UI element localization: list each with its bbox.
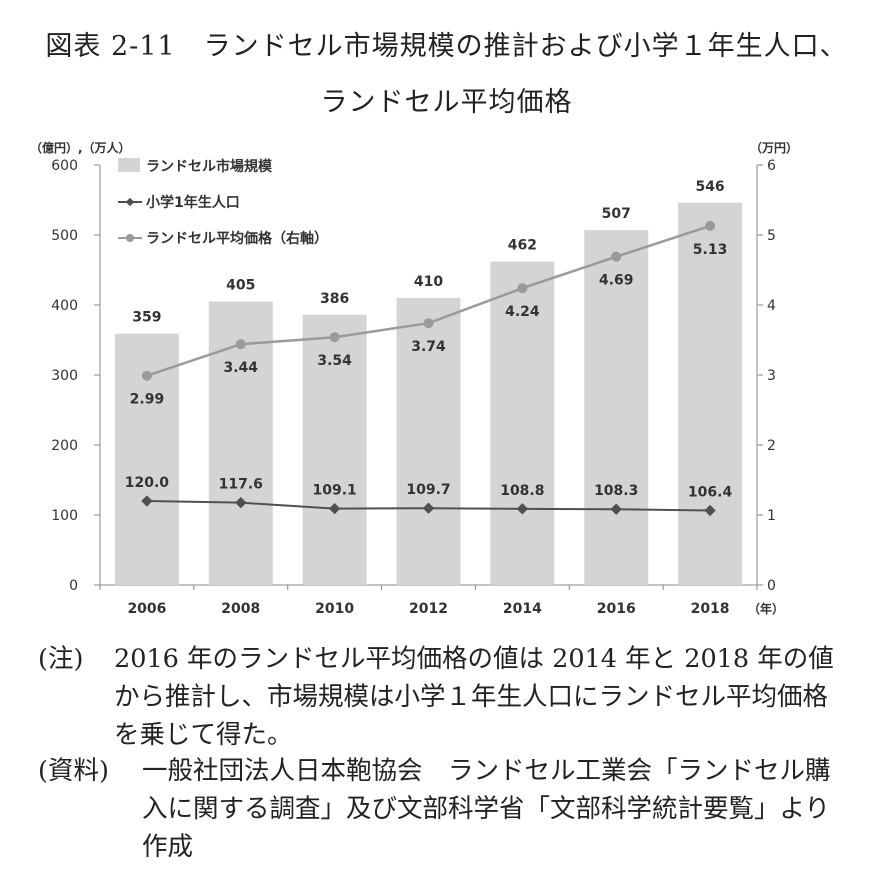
bar-market-size bbox=[302, 314, 367, 585]
price-data-label: 4.24 bbox=[505, 304, 540, 320]
x-tick-label: 2018 bbox=[691, 601, 730, 617]
note-block: (注) 2016 年のランドセル平均価格の値は 2014 年と 2018 年の値… bbox=[38, 640, 858, 760]
left-tick-label: 300 bbox=[51, 368, 78, 384]
x-axis-unit: （年） bbox=[748, 601, 784, 616]
left-tick-label: 600 bbox=[51, 158, 78, 174]
population-data-label: 117.6 bbox=[219, 477, 263, 493]
legend-marker-price bbox=[126, 234, 134, 242]
population-data-label: 108.3 bbox=[594, 483, 638, 499]
chart-title-line1: 図表 2-11 ランドセル市場規模の推計および小学１年生人口、 bbox=[45, 31, 848, 62]
x-tick-label: 2006 bbox=[127, 601, 166, 617]
x-tick-label: 2008 bbox=[221, 601, 260, 617]
population-point bbox=[516, 503, 529, 515]
x-tick-label: 2010 bbox=[315, 601, 354, 617]
population-data-label: 106.4 bbox=[688, 485, 733, 501]
x-tick-label: 2014 bbox=[503, 601, 542, 617]
population-point bbox=[704, 504, 716, 517]
price-point bbox=[329, 332, 340, 343]
bar-data-label: 546 bbox=[695, 179, 724, 195]
population-point bbox=[422, 502, 435, 514]
source-text: 一般社団法人日本鞄協会 ランドセル工業会「ランドセル購入に関する調査」及び文部科… bbox=[142, 756, 831, 862]
population-point bbox=[141, 495, 153, 507]
population-data-label: 120.0 bbox=[125, 475, 170, 491]
x-tick-label: 2016 bbox=[597, 601, 636, 617]
population-data-label: 108.8 bbox=[500, 483, 544, 499]
bar-data-label: 386 bbox=[320, 291, 349, 307]
right-axis-unit: （万円） bbox=[750, 140, 798, 155]
price-data-label: 2.99 bbox=[130, 392, 165, 408]
left-tick-label: 100 bbox=[51, 508, 78, 524]
note-label: (注) bbox=[38, 644, 84, 674]
price-data-label: 3.74 bbox=[411, 339, 446, 355]
bar-data-label: 462 bbox=[508, 238, 537, 254]
price-data-label: 5.13 bbox=[693, 242, 728, 258]
right-tick-label: 5 bbox=[767, 228, 776, 244]
bar-data-label: 507 bbox=[602, 206, 631, 222]
source-block: (資料) 一般社団法人日本鞄協会 ランドセル工業会「ランドセル購入に関する調査」… bbox=[38, 752, 858, 872]
price-data-label: 3.54 bbox=[317, 353, 352, 369]
right-tick-label: 3 bbox=[767, 368, 776, 384]
left-tick-label: 0 bbox=[69, 578, 78, 594]
left-tick-label: 200 bbox=[51, 438, 78, 454]
x-tick-label: 2012 bbox=[409, 601, 448, 617]
price-point bbox=[517, 283, 528, 294]
chart-title-line2: ランドセル平均価格 bbox=[320, 87, 573, 118]
bar-market-size bbox=[490, 261, 555, 585]
legend-swatch-bar bbox=[118, 158, 140, 172]
combo-chart: 0 100 200 300 400 500 600 0 1 2 3 4 5 6 2006 2008 2010 20… bbox=[30, 140, 798, 617]
price-point bbox=[423, 318, 434, 329]
right-tick-label: 2 bbox=[767, 438, 776, 454]
bar-market-size bbox=[678, 202, 743, 586]
right-tick-label: 4 bbox=[767, 298, 776, 314]
population-point bbox=[328, 502, 341, 515]
left-tick-label: 400 bbox=[51, 298, 78, 314]
bar-data-label: 359 bbox=[132, 310, 161, 326]
legend-marker-population bbox=[125, 197, 135, 207]
source-label: (資料) bbox=[38, 756, 109, 786]
left-axis-unit: （億円）,（万人） bbox=[30, 140, 131, 155]
population-point bbox=[610, 503, 622, 515]
left-tick-label: 500 bbox=[51, 228, 78, 244]
price-data-label: 4.69 bbox=[599, 273, 634, 289]
right-tick-label: 0 bbox=[767, 578, 776, 594]
price-point bbox=[141, 370, 152, 381]
bar-market-size bbox=[396, 298, 461, 585]
right-tick-label: 6 bbox=[767, 158, 776, 174]
legend-label-market-size: ランドセル市場規模 bbox=[146, 158, 273, 175]
price-point bbox=[611, 251, 622, 262]
right-tick-label: 1 bbox=[767, 508, 776, 524]
population-point bbox=[235, 497, 247, 509]
legend-label-population: 小学1年生人口 bbox=[146, 194, 240, 211]
population-data-label: 109.1 bbox=[312, 483, 356, 499]
price-point bbox=[235, 339, 246, 350]
bar-data-label: 405 bbox=[226, 278, 255, 294]
bar-market-size bbox=[584, 230, 649, 585]
bar-data-label: 410 bbox=[414, 274, 443, 290]
population-data-label: 109.7 bbox=[406, 482, 450, 498]
legend-label-price: ランドセル平均価格（右軸） bbox=[146, 230, 328, 247]
price-data-label: 3.44 bbox=[224, 360, 259, 376]
price-point bbox=[705, 220, 716, 231]
note-text: 2016 年のランドセル平均価格の値は 2014 年と 2018 年の値から推計… bbox=[114, 644, 834, 750]
